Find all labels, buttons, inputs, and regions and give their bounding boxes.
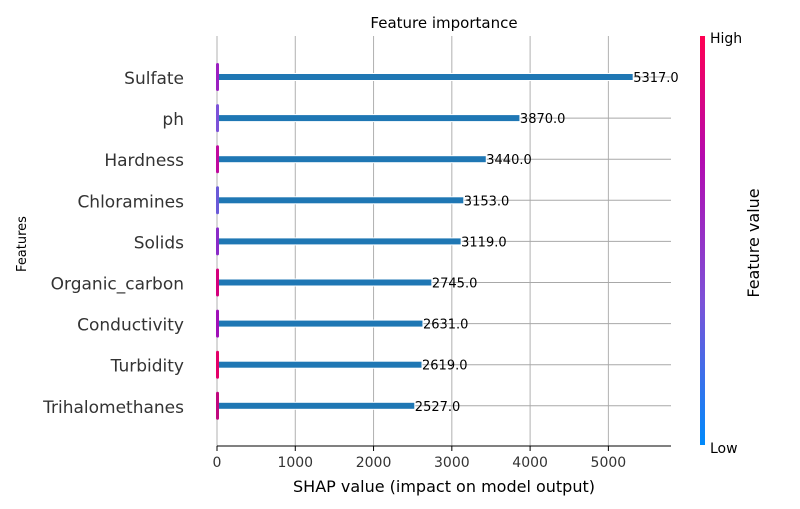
bar-ph xyxy=(216,114,521,123)
feature-value-marker-ph xyxy=(216,104,219,133)
x-tick-label: 0 xyxy=(213,455,222,471)
value-label-ph: 3870.0 xyxy=(520,112,566,127)
x-tick-label: 5000 xyxy=(591,455,627,471)
feature-label-Solids: Solids xyxy=(134,233,184,253)
value-label-Chloramines: 3153.0 xyxy=(464,194,510,209)
feature-value-marker-Chloramines xyxy=(216,186,219,215)
x-ticks: 0 1000 2000 3000 4000 5000 xyxy=(213,446,627,471)
bar-Trihalomethanes xyxy=(216,401,416,410)
bar-Hardness xyxy=(216,155,487,164)
feature-value-marker-Trihalomethanes xyxy=(216,391,219,420)
colorbar xyxy=(700,36,705,445)
bar-Conductivity xyxy=(216,319,424,328)
x-axis-label: SHAP value (impact on model output) xyxy=(293,477,595,496)
x-tick-label: 3000 xyxy=(434,455,470,471)
bar-Turbidity xyxy=(216,360,423,369)
feature-label-Sulfate: Sulfate xyxy=(124,69,184,89)
x-tick-label: 4000 xyxy=(512,455,548,471)
feature-labels: Sulfate ph Hardness Chloramines Solids Organi… xyxy=(42,69,184,418)
feature-value-marker-Solids xyxy=(216,227,219,256)
colorbar-title: Feature value xyxy=(744,188,763,297)
feature-label-Chloramines: Chloramines xyxy=(77,192,184,212)
feature-label-Hardness: Hardness xyxy=(104,151,184,171)
value-label-Solids: 3119.0 xyxy=(461,235,507,250)
feature-label-ph: ph xyxy=(162,110,184,130)
feature-label-Trihalomethanes: Trihalomethanes xyxy=(42,398,184,418)
bars xyxy=(216,73,634,410)
value-label-Conductivity: 2631.0 xyxy=(423,318,469,333)
feature-label-Turbidity: Turbidity xyxy=(110,357,184,377)
x-tick-label: 1000 xyxy=(277,455,313,471)
bar-Chloramines xyxy=(216,196,465,205)
bar-Organic_carbon xyxy=(216,278,433,287)
bar-Solids xyxy=(216,237,462,246)
x-tick-label: 2000 xyxy=(356,455,392,471)
feature-label-Organic_carbon: Organic_carbon xyxy=(51,275,184,295)
value-label-Sulfate: 5317.0 xyxy=(633,71,679,86)
feature-value-markers xyxy=(216,63,219,420)
bar-Sulfate xyxy=(216,73,634,81)
colorbar-high-label: High xyxy=(710,31,742,47)
value-labels: 5317.0 3870.0 3440.0 3153.0 3119.0 2745.0 2631… xyxy=(415,71,679,415)
colorbar-low-label: Low xyxy=(710,441,738,457)
feature-value-marker-Hardness xyxy=(216,145,219,174)
value-label-Trihalomethanes: 2527.0 xyxy=(415,400,461,415)
value-label-Hardness: 3440.0 xyxy=(486,153,531,168)
feature-value-marker-Turbidity xyxy=(216,350,219,379)
y-axis-label: Features xyxy=(15,216,30,272)
feature-value-marker-Conductivity xyxy=(216,309,219,338)
value-label-Organic_carbon: 2745.0 xyxy=(432,277,478,292)
chart-title: Feature importance xyxy=(370,14,517,32)
value-label-Turbidity: 2619.0 xyxy=(422,359,468,374)
feature-value-marker-Organic_carbon xyxy=(216,268,219,297)
feature-label-Conductivity: Conductivity xyxy=(77,316,184,336)
feature-value-marker-Sulfate xyxy=(216,63,219,91)
